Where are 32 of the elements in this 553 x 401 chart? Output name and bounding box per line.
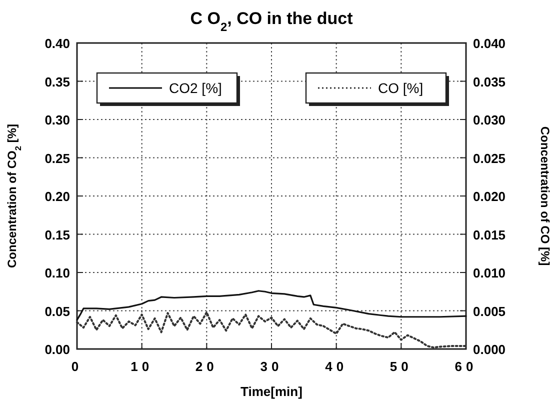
- y2-axis-title: Concentration of CO [%]: [538, 126, 552, 266]
- y2-tick-label: 0.000: [473, 342, 506, 357]
- y-tick-label: 0.05: [44, 304, 70, 319]
- line-series: [76, 311, 467, 348]
- y-tick-label: 0.00: [44, 342, 70, 357]
- x-tick-label: 60: [454, 359, 478, 374]
- y2-tick-label: 0.005: [473, 304, 506, 319]
- x-tick-label: 0: [71, 359, 83, 374]
- line-series: [76, 290, 467, 321]
- chart-title: C O$_{2}$, CO in the duct: [190, 9, 354, 34]
- y-tick-label: 0.20: [44, 189, 70, 204]
- y-tick-label: 0.10: [44, 266, 70, 280]
- y2-tick-label: 0.035: [473, 74, 506, 90]
- y2-tick-label: 0.040: [473, 36, 506, 51]
- legend-label: CO [%]: [378, 80, 424, 96]
- y2-tick-label: 0.020: [473, 189, 506, 204]
- legend-label: CO2 [%]: [169, 80, 222, 96]
- y-tick-label: 0.30: [44, 112, 70, 128]
- x-tick-label: 10: [130, 359, 154, 374]
- y-tick-label: 0.35: [44, 74, 70, 90]
- x-tick-label: 30: [260, 359, 283, 374]
- y2-tick-label: 0.015: [473, 227, 506, 242]
- x-tick-label: 50: [390, 359, 412, 374]
- y2-tick-label: 0.030: [473, 112, 506, 128]
- x-axis-title: Time[min]: [240, 384, 302, 399]
- x-tick-label: 40: [325, 359, 348, 374]
- y2-tick-label: 0.010: [473, 266, 506, 280]
- y-tick-label: 0.15: [44, 227, 70, 242]
- x-tick-label: 20: [195, 359, 218, 374]
- y-tick-label: 0.40: [44, 36, 70, 51]
- y-tick-label: 0.25: [44, 150, 70, 166]
- y2-tick-label: 0.025: [473, 150, 506, 166]
